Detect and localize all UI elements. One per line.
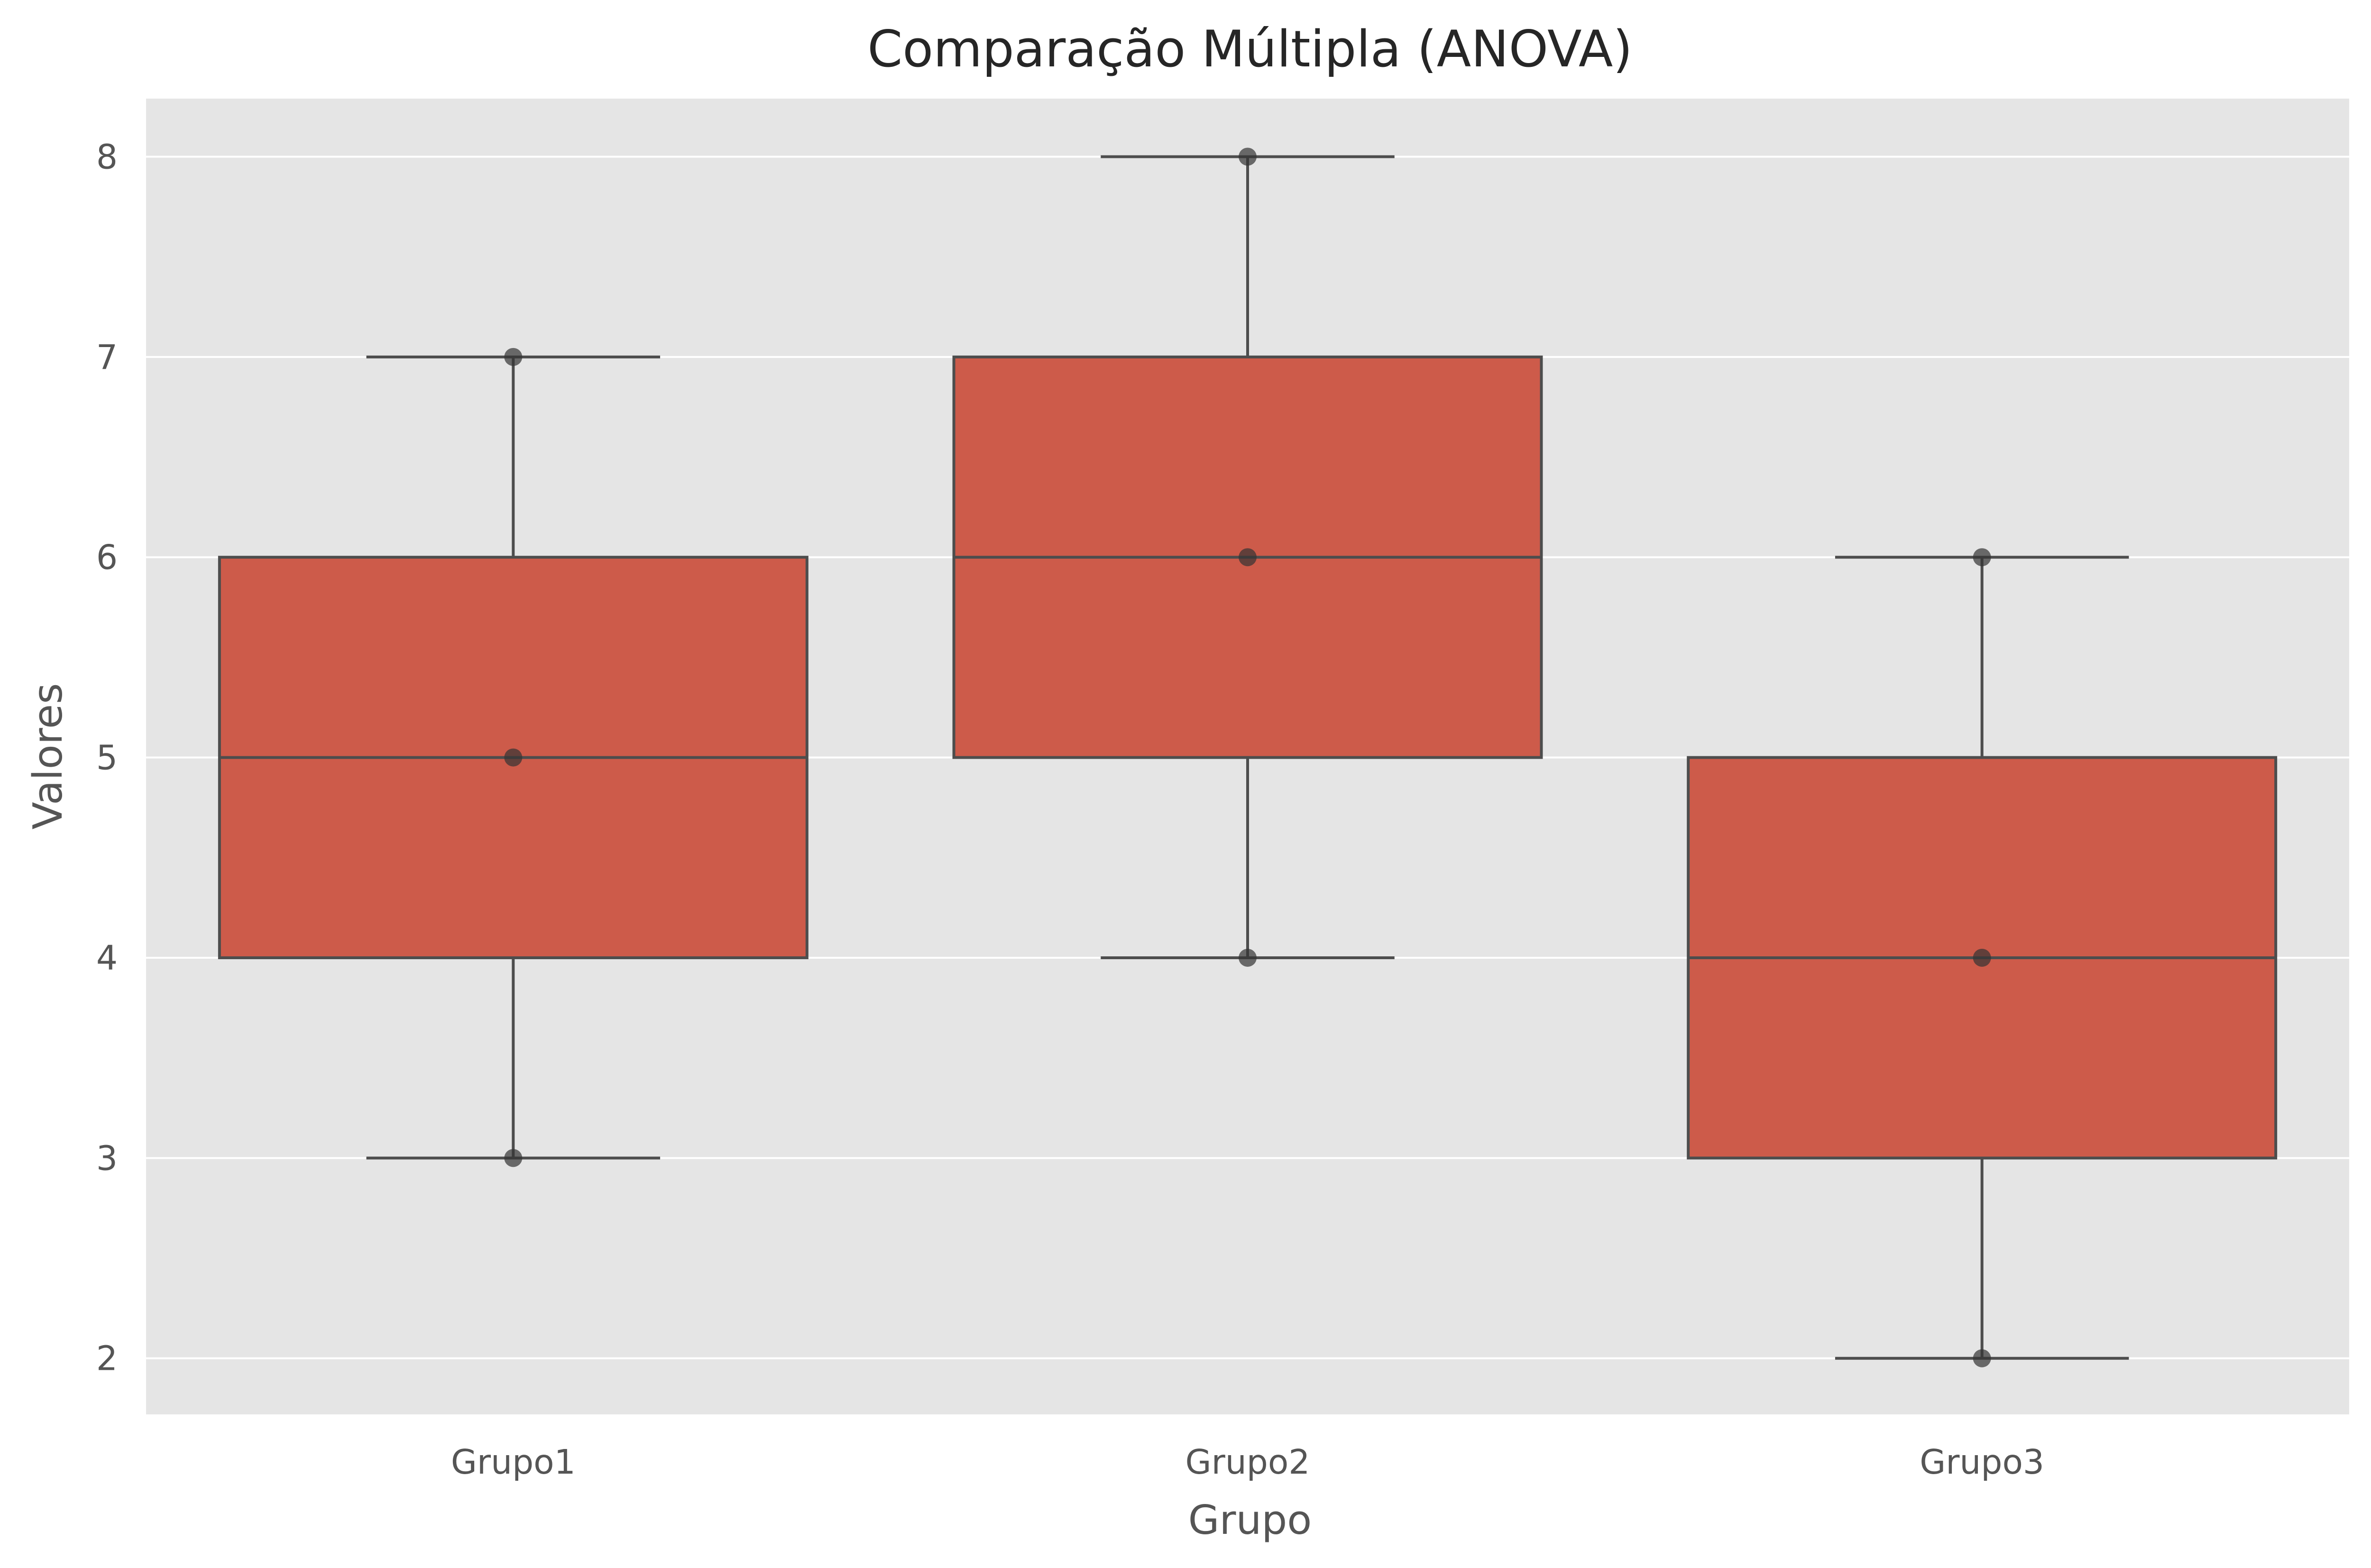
y-tick-label: 3 (96, 1138, 118, 1178)
y-tick-label: 7 (96, 338, 118, 377)
data-point (1239, 548, 1257, 567)
y-tick-label: 6 (96, 538, 118, 577)
data-point (504, 748, 523, 767)
x-ticks: Grupo1 Grupo2 Grupo3 (451, 1442, 2044, 1482)
data-point (504, 348, 523, 366)
x-axis-label: Grupo (1188, 1497, 1312, 1544)
y-ticks: 2 3 4 5 6 7 8 (96, 137, 118, 1378)
x-tick-label: Grupo1 (451, 1442, 576, 1482)
data-point (1973, 1349, 1991, 1367)
data-point (1973, 948, 1991, 967)
x-tick-label: Grupo2 (1186, 1442, 1310, 1482)
data-points (504, 147, 1991, 1367)
data-point (1239, 948, 1257, 967)
y-tick-label: 5 (96, 738, 118, 778)
data-point (1973, 548, 1991, 567)
x-tick-label: Grupo3 (1920, 1442, 2044, 1482)
y-axis-label: Valores (25, 683, 72, 830)
y-tick-label: 8 (96, 137, 118, 176)
data-point (504, 1149, 523, 1167)
data-point (1239, 147, 1257, 166)
y-tick-label: 4 (96, 938, 118, 978)
chart-title: Comparação Múltipla (ANOVA) (867, 20, 1633, 78)
y-tick-label: 2 (96, 1339, 118, 1378)
